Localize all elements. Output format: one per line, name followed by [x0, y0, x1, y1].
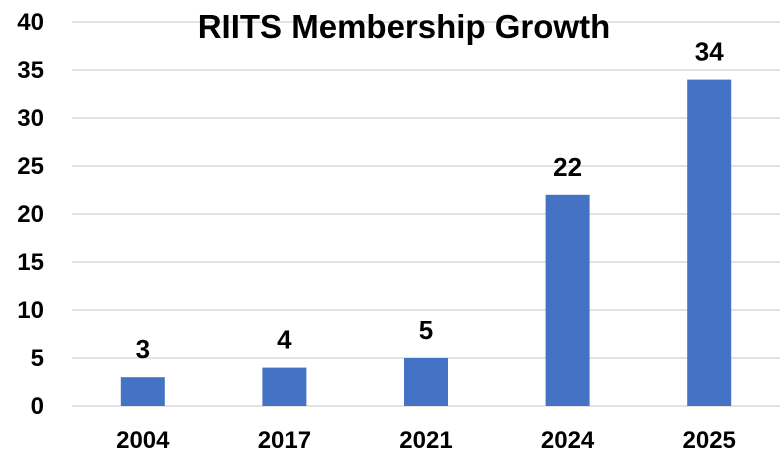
y-axis-ticks: 0 5 10 15 20 25 30 35 40 [17, 9, 44, 420]
bar-2024 [545, 194, 590, 406]
bars [120, 79, 732, 406]
y-tick-label: 10 [17, 297, 44, 324]
bar-2021 [404, 358, 448, 406]
bar-2004 [120, 377, 165, 406]
y-tick-label: 0 [31, 393, 44, 420]
y-tick-label: 15 [17, 249, 44, 276]
chart-title: RIITS Membership Growth [198, 8, 611, 45]
x-axis-ticks: 2004 2017 2021 2024 2025 [116, 427, 736, 454]
data-label-2004: 3 [136, 334, 150, 364]
y-tick-label: 25 [17, 153, 44, 180]
x-tick-label-2004: 2004 [116, 427, 170, 454]
data-label-2017: 4 [277, 325, 292, 355]
x-tick-label-2021: 2021 [399, 427, 452, 454]
y-tick-label: 20 [17, 201, 44, 228]
bar-2017 [262, 367, 307, 406]
bar-2025 [687, 79, 732, 406]
data-label-2021: 5 [419, 315, 433, 345]
y-tick-label: 30 [17, 105, 44, 132]
x-tick-label-2017: 2017 [258, 427, 311, 454]
x-tick-label-2024: 2024 [541, 427, 595, 454]
gridlines [72, 21, 780, 407]
x-tick-label-2025: 2025 [683, 427, 736, 454]
y-tick-label: 40 [17, 9, 44, 36]
data-label-2024: 22 [553, 152, 582, 182]
y-tick-label: 5 [31, 345, 44, 372]
y-tick-label: 35 [17, 57, 44, 84]
data-label-2025: 34 [695, 37, 724, 67]
